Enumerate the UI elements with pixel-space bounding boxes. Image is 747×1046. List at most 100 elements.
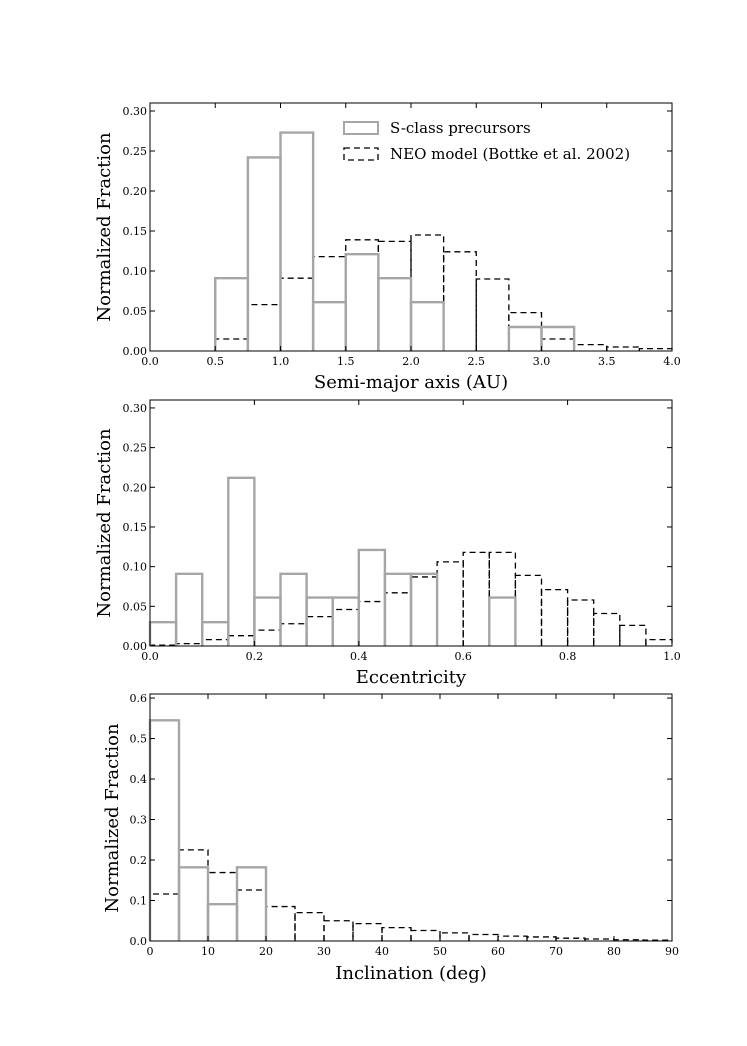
inclination-xtick-label-0: 0 (147, 945, 154, 958)
inclination-ticks: 0 10 20 30 40 50 60 70 80 90 0.0 0.1 0.2 0.3 0.4 0.5 0.6 (130, 692, 680, 958)
inclination-ytick-label-2: 0.2 (130, 854, 148, 867)
semimajor-bar-s-class-6 (344, 253, 380, 351)
panel-eccentricity: 0.0 0.2 0.4 0.6 0.8 1.0 0.00 0.05 0.10 0.15 0.20 0.… (94, 399, 681, 688)
inclination-bar-neo-model-7 (352, 922, 383, 941)
inclination-xtick-label-1: 10 (201, 945, 215, 958)
eccentricity-bar-neo-model-8 (358, 600, 386, 646)
eccentricity-histograms (148, 476, 673, 646)
semimajor-ytick-label-5: 0.25 (123, 145, 148, 158)
semimajor-histograms (214, 131, 673, 351)
eccentricity-bar-s-class-3 (227, 476, 256, 646)
semimajor-bar-s-class-11 (507, 325, 543, 351)
semimajor-bar-neo-model-15 (638, 347, 673, 351)
eccentricity-bar-neo-model-19 (645, 639, 673, 646)
eccentricity-ylabel: Normalized Fraction (94, 428, 115, 618)
eccentricity-ytick-label-5: 0.25 (123, 442, 148, 455)
inclination-bar-s-class-1 (177, 866, 210, 941)
semimajor-ytick-label-6: 0.30 (123, 105, 148, 118)
eccentricity-bar-neo-model-5 (279, 623, 308, 646)
eccentricity-bar-s-class-10 (409, 572, 439, 646)
inclination-xtick-label-7: 70 (549, 945, 563, 958)
eccentricity-bar-neo-model-4 (253, 629, 282, 646)
inclination-plot-frame (149, 693, 673, 942)
legend-label-neo-model: NEO model (Bottke et al. 2002) (390, 145, 630, 163)
eccentricity-bar-s-class-7 (331, 596, 360, 646)
inclination-ytick-label-4: 0.4 (130, 773, 148, 786)
eccentricity-bar-neo-model-12 (462, 551, 490, 646)
semimajor-bar-neo-model-3 (247, 303, 282, 351)
semimajor-bar-neo-model-9 (442, 251, 477, 351)
legend-swatch-neo-model (343, 147, 379, 161)
inclination-bar-neo-model-11 (468, 933, 499, 941)
inclination-bar-neo-model-2 (207, 871, 238, 941)
eccentricity-bar-s-class-8 (357, 548, 387, 646)
eccentricity-xtick-label-0: 0.0 (141, 650, 159, 663)
legend-swatch-s-class (343, 121, 379, 135)
eccentricity-ytick-label-1: 0.05 (123, 600, 148, 613)
semimajor-ticks: 0.0 0.5 1.0 1.5 2.0 2.5 3.0 3.5 4.0 0.00 0.05 0.10 0… (123, 103, 681, 368)
eccentricity-bar-neo-model-14 (514, 574, 543, 646)
semimajor-xtick-label-5: 2.5 (468, 355, 486, 368)
eccentricity-bar-neo-model-7 (332, 608, 360, 646)
eccentricity-xtick-label-2: 0.4 (350, 650, 368, 663)
semimajor-xtick-label-2: 1.0 (272, 355, 290, 368)
eccentricity-bar-neo-model-13 (488, 551, 517, 646)
eccentricity-bar-neo-model-6 (305, 615, 334, 646)
eccentricity-bar-neo-model-16 (566, 599, 595, 646)
semimajor-bar-s-class-8 (409, 301, 445, 351)
inclination-ytick-label-6: 0.6 (130, 692, 148, 705)
semimajor-bar-s-class-4 (279, 131, 315, 351)
eccentricity-bar-s-class-5 (279, 572, 308, 646)
eccentricity-ytick-label-3: 0.15 (123, 521, 148, 534)
semimajor-xlabel: Semi-major axis (AU) (314, 372, 508, 393)
semimajor-xtick-label-6: 3.0 (533, 355, 551, 368)
semimajor-bar-neo-model-5 (312, 255, 347, 351)
eccentricity-bar-neo-model-3 (227, 635, 256, 646)
eccentricity-bar-neo-model-10 (410, 576, 438, 646)
semimajor-ytick-label-3: 0.15 (123, 225, 148, 238)
inclination-xtick-label-8: 80 (607, 945, 621, 958)
semimajor-xtick-label-8: 4.0 (663, 355, 681, 368)
panel-semimajor-axis: 0.0 0.5 1.0 1.5 2.0 2.5 3.0 3.5 4.0 0.00 0.05 0.10 0… (94, 102, 681, 393)
inclination-bar-neo-model-9 (410, 929, 441, 941)
inclination-bar-neo-model-5 (294, 912, 325, 941)
eccentricity-bar-neo-model-18 (619, 624, 647, 646)
inclination-xlabel: Inclination (deg) (335, 963, 487, 984)
eccentricity-ytick-label-2: 0.10 (123, 561, 148, 574)
eccentricity-xlabel: Eccentricity (356, 667, 467, 688)
inclination-xtick-label-4: 40 (375, 945, 389, 958)
inclination-bar-s-class-2 (206, 902, 239, 941)
inclination-bar-neo-model-3 (236, 889, 267, 941)
inclination-bar-neo-model-8 (381, 926, 412, 941)
semimajor-xtick-label-7: 3.5 (598, 355, 616, 368)
eccentricity-bar-s-class-13 (488, 596, 517, 646)
semimajor-xtick-label-4: 2.0 (402, 355, 420, 368)
eccentricity-xtick-label-3: 0.6 (454, 650, 472, 663)
eccentricity-xtick-label-1: 0.2 (246, 650, 264, 663)
semimajor-ytick-label-1: 0.05 (123, 305, 148, 318)
inclination-xtick-label-9: 90 (665, 945, 679, 958)
eccentricity-bar-neo-model-15 (540, 589, 569, 646)
semimajor-ylabel: Normalized Fraction (94, 132, 115, 322)
eccentricity-bar-neo-model-11 (436, 561, 464, 646)
inclination-histograms (148, 719, 673, 941)
eccentricity-bar-s-class-9 (383, 572, 413, 646)
inclination-bar-neo-model-1 (178, 849, 209, 941)
eccentricity-ytick-label-4: 0.20 (123, 481, 148, 494)
semimajor-plot-frame (149, 102, 673, 352)
eccentricity-bar-s-class-1 (174, 572, 204, 646)
eccentricity-bar-s-class-2 (201, 620, 230, 646)
inclination-ylabel: Normalized Fraction (102, 723, 123, 913)
semimajor-ytick-label-0: 0.00 (123, 345, 148, 358)
semimajor-bar-neo-model-8 (410, 234, 445, 351)
semimajor-bar-s-class-3 (246, 156, 282, 351)
legend-label-s-class: S-class precursors (390, 119, 531, 137)
semimajor-bar-neo-model-10 (475, 278, 510, 351)
eccentricity-bar-s-class-6 (305, 596, 334, 646)
eccentricity-plot-frame (149, 399, 673, 647)
semimajor-xtick-label-3: 1.5 (337, 355, 355, 368)
inclination-xtick-label-2: 20 (259, 945, 273, 958)
inclination-bar-neo-model-13 (526, 936, 557, 941)
legend: S-class precursors NEO model (Bottke et … (343, 119, 630, 163)
